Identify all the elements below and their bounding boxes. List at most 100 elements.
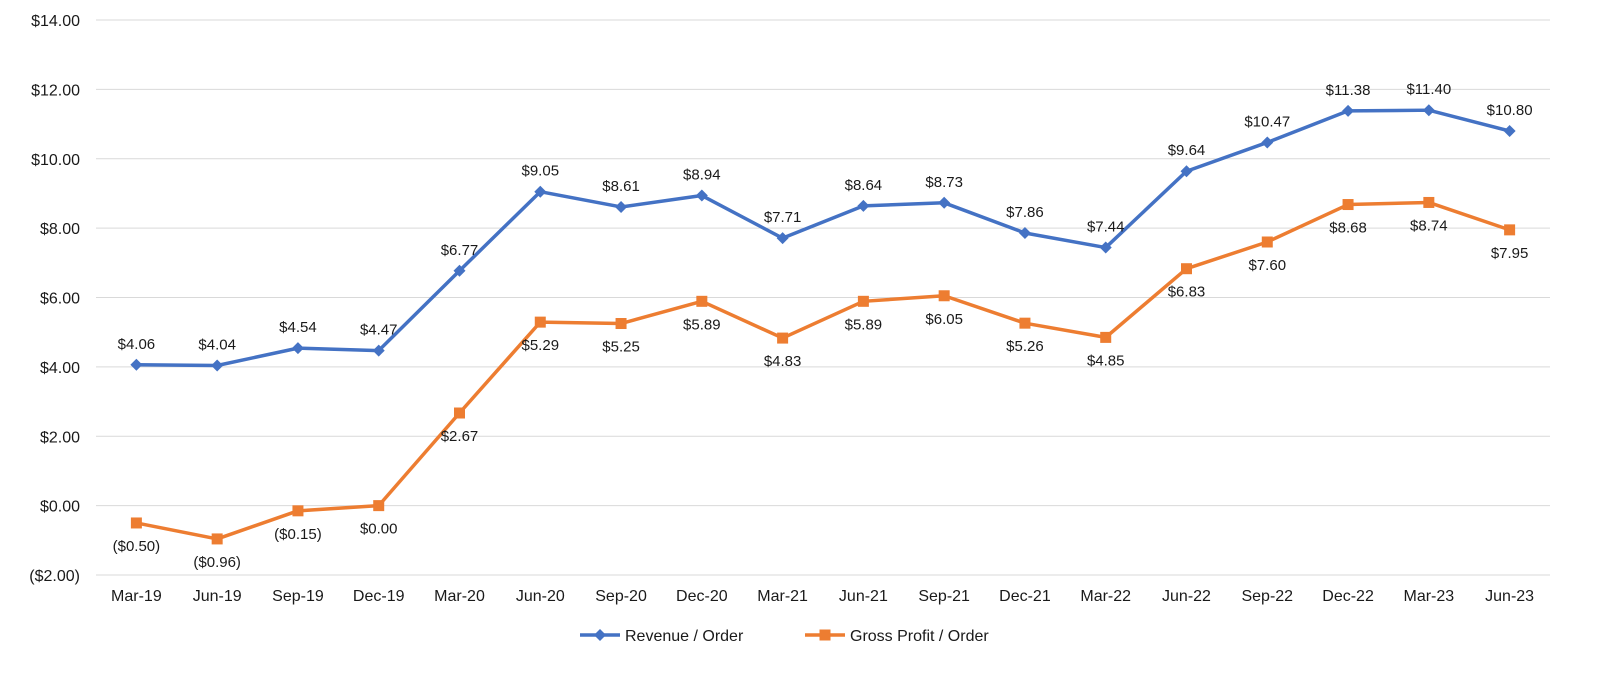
- data-labels: $4.06 $4.04 $4.54 $4.47 $6.77 $9.05 $8.61 $8.94…: [113, 81, 1533, 571]
- series-line: [136, 108, 1511, 368]
- data-point-marker: [372, 344, 385, 357]
- y-tick-label: $2.00: [40, 429, 80, 446]
- y-tick-label: ($2.00): [29, 568, 80, 585]
- y-tick-label: $8.00: [40, 221, 80, 238]
- data-point-marker: [1422, 104, 1435, 117]
- data-point-marker: [696, 295, 708, 307]
- data-point-marker: [130, 517, 142, 529]
- data-label: ($0.15): [274, 526, 322, 543]
- data-label: $5.29: [522, 337, 560, 354]
- data-label: $10.80: [1487, 102, 1533, 119]
- data-point-marker: [211, 359, 224, 372]
- data-label: $6.05: [925, 311, 963, 328]
- data-point-marker: [534, 185, 547, 198]
- x-tick-label: Mar-19: [111, 588, 162, 605]
- data-label: $6.77: [441, 242, 479, 259]
- data-label: $7.60: [1249, 257, 1287, 274]
- data-label: $4.54: [279, 319, 317, 336]
- data-point-marker: [1423, 196, 1435, 208]
- data-point-marker: [1181, 263, 1192, 275]
- x-tick-label: Sep-20: [595, 588, 647, 605]
- x-tick-label: Sep-22: [1241, 588, 1293, 605]
- legend-item: Revenue / Order: [580, 628, 744, 645]
- y-tick-label: $0.00: [40, 499, 80, 516]
- data-point-marker: [211, 533, 223, 545]
- legend-label: Revenue / Order: [625, 628, 744, 645]
- x-tick-label: Mar-20: [434, 588, 485, 605]
- y-axis: $14.00 $12.00 $10.00 $8.00 $6.00 $4.00 $2.00 $0…: [29, 13, 80, 585]
- series-revenue-per-order: [130, 104, 1516, 372]
- data-point-marker: [615, 318, 627, 330]
- data-label: $5.25: [602, 339, 640, 356]
- data-point-marker: [1100, 331, 1112, 343]
- x-tick-label: Dec-20: [676, 588, 728, 605]
- data-point-marker: [291, 342, 304, 355]
- gridlines: [96, 19, 1550, 576]
- data-point-marker: [130, 358, 143, 371]
- data-label: $6.83: [1168, 284, 1206, 301]
- data-label: $4.85: [1087, 352, 1125, 369]
- data-point-marker: [857, 199, 870, 212]
- x-tick-label: Sep-19: [272, 588, 324, 605]
- data-label: $8.94: [683, 167, 721, 184]
- data-point-marker: [1261, 136, 1274, 149]
- data-label: $8.64: [845, 177, 883, 194]
- data-point-marker: [615, 200, 628, 213]
- x-tick-label: Jun-22: [1162, 588, 1211, 605]
- data-point-marker: [1342, 104, 1355, 117]
- y-tick-label: $6.00: [40, 291, 80, 308]
- data-label: $4.47: [360, 322, 398, 339]
- data-label: $2.67: [441, 428, 479, 445]
- data-label: ($0.50): [113, 538, 161, 555]
- data-label: $8.68: [1329, 220, 1367, 237]
- data-point-marker: [1018, 226, 1031, 239]
- series-gross-profit-per-order: [130, 196, 1516, 545]
- data-label: $8.61: [602, 178, 640, 195]
- y-tick-label: $12.00: [31, 82, 80, 99]
- y-tick-label: $10.00: [31, 152, 80, 169]
- data-point-marker: [1099, 241, 1112, 254]
- legend-label: Gross Profit / Order: [850, 628, 989, 645]
- data-label: $5.89: [845, 316, 883, 333]
- data-label: $10.47: [1244, 113, 1290, 130]
- data-point-marker: [453, 264, 466, 277]
- x-tick-label: Mar-23: [1403, 588, 1454, 605]
- data-point-marker: [1019, 317, 1031, 329]
- data-point-marker: [695, 189, 708, 202]
- data-point-marker: [776, 232, 789, 245]
- x-axis: Mar-19 Jun-19 Sep-19 Dec-19 Mar-20 Jun-20 Sep-…: [111, 588, 1534, 605]
- legend-marker: [819, 629, 831, 641]
- legend-marker: [594, 629, 606, 641]
- legend: Revenue / Order Gross Profit / Order: [580, 628, 989, 645]
- x-tick-label: Sep-21: [918, 588, 970, 605]
- x-tick-label: Dec-22: [1322, 588, 1374, 605]
- data-label: $7.86: [1006, 204, 1044, 221]
- data-point-marker: [1180, 165, 1193, 178]
- data-point-marker: [938, 290, 950, 302]
- data-label: $7.44: [1087, 219, 1125, 236]
- x-tick-label: Jun-23: [1485, 588, 1534, 605]
- data-point-marker: [373, 500, 385, 512]
- data-label: $7.95: [1491, 245, 1529, 262]
- data-point-marker: [938, 196, 951, 209]
- data-label: $11.40: [1406, 81, 1451, 98]
- data-point-marker: [534, 316, 546, 328]
- data-label: $0.00: [360, 521, 398, 538]
- data-point-marker: [1342, 199, 1354, 211]
- data-label: $5.26: [1006, 338, 1044, 355]
- data-point-marker: [777, 332, 789, 344]
- series-group: [130, 104, 1516, 545]
- x-tick-label: Dec-21: [999, 588, 1051, 605]
- series-line: [136, 200, 1511, 541]
- data-point-marker: [857, 295, 869, 307]
- x-tick-label: Mar-22: [1080, 588, 1131, 605]
- x-tick-label: Jun-21: [839, 588, 888, 605]
- data-label: ($0.96): [193, 554, 241, 571]
- data-label: $4.04: [198, 336, 236, 353]
- data-label: $8.74: [1410, 217, 1448, 234]
- x-tick-label: Dec-19: [353, 588, 405, 605]
- x-tick-label: Mar-21: [757, 588, 808, 605]
- data-label: $9.64: [1168, 142, 1206, 159]
- data-label: $5.89: [683, 316, 721, 333]
